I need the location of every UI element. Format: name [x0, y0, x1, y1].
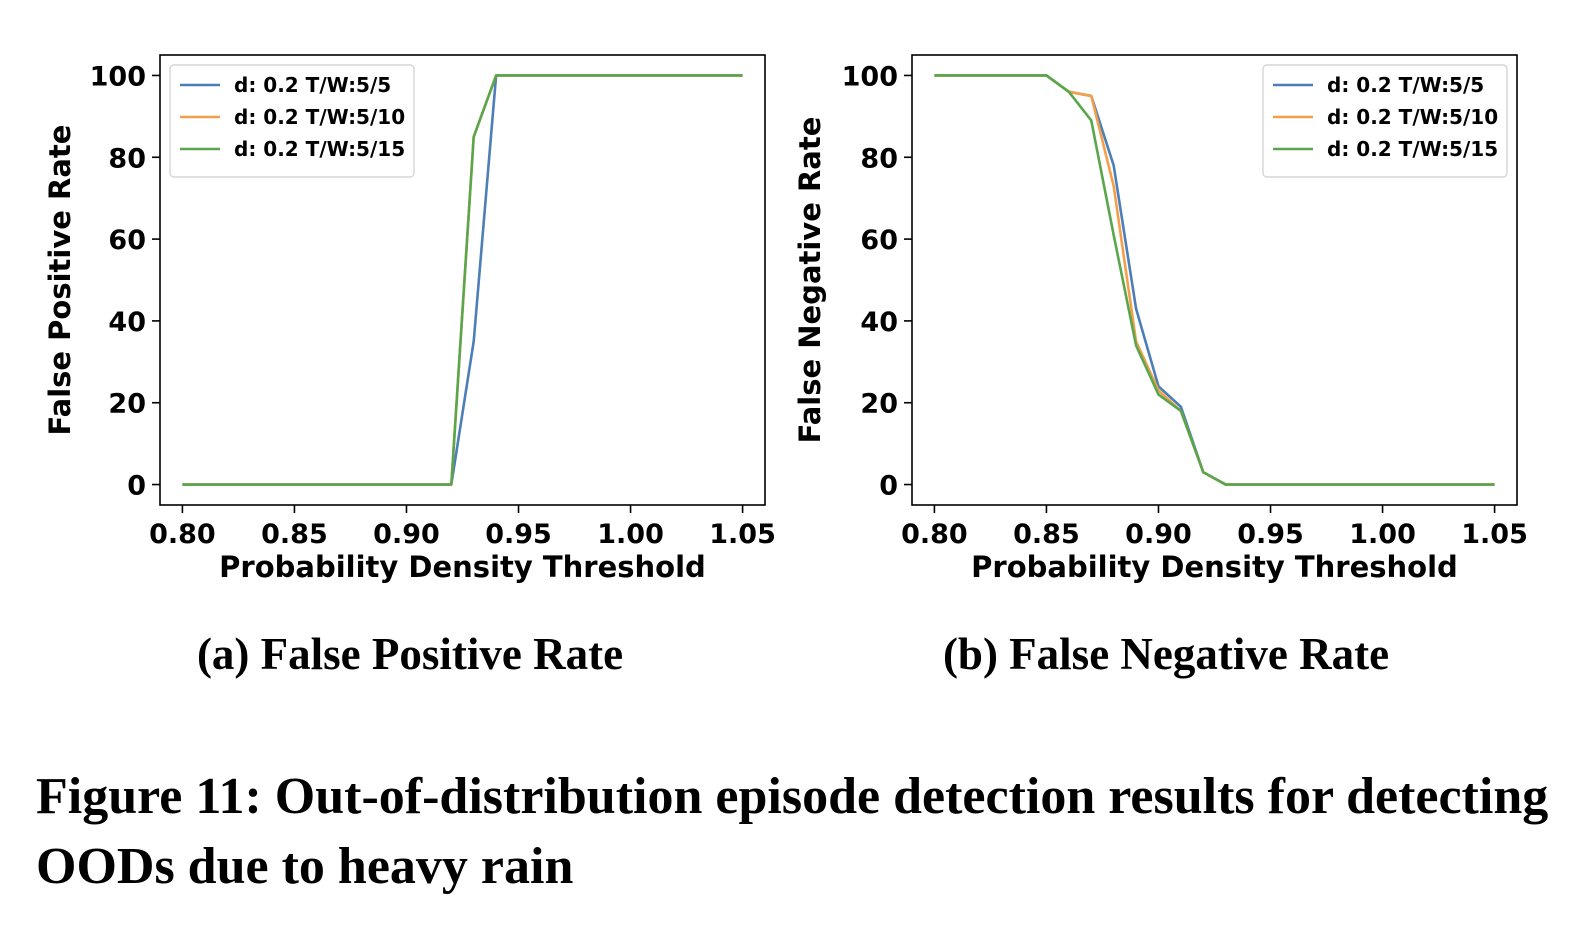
legend: d: 0.2 T/W:5/5 d: 0.2 T/W:5/10 d: 0.2 T/W:… — [169, 64, 415, 178]
legend-label-3: d: 0.2 T/W:5/15 — [234, 137, 405, 161]
y-tick-label: 100 — [842, 61, 898, 92]
y-tick-label: 60 — [108, 225, 146, 256]
y-tick-label: 80 — [860, 143, 898, 174]
legend: d: 0.2 T/W:5/5 d: 0.2 T/W:5/10 d: 0.2 T/W:… — [1262, 64, 1508, 178]
chart-false-negative-rate: 0.80 0.85 0.90 0.95 1.00 1.05 0 20 40 60 80 100 Prob… — [793, 54, 1528, 584]
x-tick-label: 0.80 — [901, 519, 968, 550]
y-tick-label: 20 — [860, 389, 898, 420]
series-line-3 — [934, 74, 1495, 486]
y-tick-label: 20 — [108, 389, 146, 420]
x-axis-label: Probability Density Threshold — [971, 550, 1458, 584]
x-tick-label: 1.05 — [1461, 519, 1528, 550]
x-tick-label: 1.00 — [597, 519, 664, 550]
legend-box — [1262, 64, 1508, 178]
y-axis-label: False Positive Rate — [43, 125, 77, 436]
x-tick-label: 1.00 — [1349, 519, 1416, 550]
figure-caption: Figure 11: Out-of-distribution episode d… — [36, 768, 1549, 895]
x-tick-label: 0.90 — [1125, 519, 1192, 550]
plot-frame — [159, 54, 766, 506]
y-tick-label: 40 — [108, 307, 146, 338]
y-axis-label: False Negative Rate — [793, 117, 827, 444]
x-tick-label: 1.05 — [709, 519, 776, 550]
legend-label-2: d: 0.2 T/W:5/10 — [234, 105, 405, 129]
subcaption-b: (b) False Negative Rate — [942, 629, 1390, 679]
series-line-3 — [182, 74, 743, 486]
legend-label-1: d: 0.2 T/W:5/5 — [234, 73, 391, 97]
subcaption-a: (a) False Positive Rate — [196, 629, 624, 679]
x-tick-label: 0.85 — [1013, 519, 1080, 550]
legend-box — [169, 64, 415, 178]
x-tick-label: 0.95 — [1237, 519, 1304, 550]
legend-label-1: d: 0.2 T/W:5/5 — [1327, 73, 1484, 97]
plot-frame — [911, 54, 1518, 506]
x-axis-label: Probability Density Threshold — [219, 550, 706, 584]
y-tick-label: 0 — [127, 471, 146, 502]
y-tick-label: 40 — [860, 307, 898, 338]
y-tick-label: 100 — [90, 61, 146, 92]
x-tick-label: 0.90 — [373, 519, 440, 550]
legend-label-3: d: 0.2 T/W:5/15 — [1327, 137, 1498, 161]
x-tick-label: 0.85 — [261, 519, 328, 550]
x-tick-label: 0.80 — [149, 519, 216, 550]
y-tick-label: 80 — [108, 143, 146, 174]
chart-false-positive-rate: 0.80 0.85 0.90 0.95 1.00 1.05 0 20 40 60 80 100 Prob… — [43, 54, 776, 584]
y-tick-label: 0 — [879, 471, 898, 502]
x-tick-label: 0.95 — [485, 519, 552, 550]
y-tick-label: 60 — [860, 225, 898, 256]
legend-label-2: d: 0.2 T/W:5/10 — [1327, 105, 1498, 129]
